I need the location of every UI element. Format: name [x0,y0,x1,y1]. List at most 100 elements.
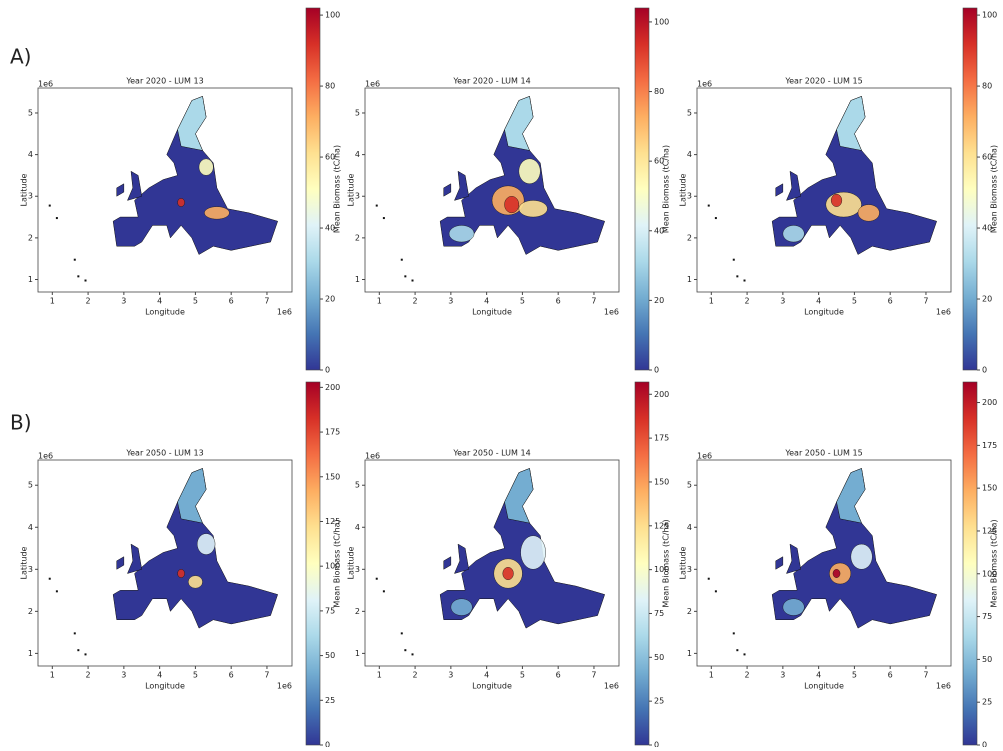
colorbar-label: Mean Biomass (tC/ha) [333,145,342,233]
island [73,258,76,261]
y-tick-label: 1 [355,649,360,658]
chart-title: Year 2050 - LUM 14 [452,449,530,458]
island [411,653,414,656]
region [450,598,473,616]
x-offset-label: 1e6 [277,308,292,317]
x-tick-label: 5 [852,297,857,306]
x-tick-label: 4 [816,671,821,680]
y-offset-label: 1e6 [38,452,53,461]
colorbar-tick-label: 100 [982,11,997,20]
y-tick-label: 2 [28,233,33,242]
x-axis-label: Longitude [472,308,512,317]
x-tick-label: 2 [86,297,91,306]
axes-frame [364,459,620,667]
region [857,204,880,222]
x-tick-label: 1 [709,297,714,306]
island [375,204,378,207]
region [198,158,214,176]
colorbar [962,381,978,746]
region [782,598,805,616]
region [116,556,125,570]
island [84,279,87,282]
y-tick-label: 4 [687,523,692,532]
colorbar [305,381,321,746]
map-panel: Year 2020 - LUM 15 1 2 3 4 5 6 7 1 2 3 4 5 Longitude L… [679,7,999,375]
island [707,577,710,580]
island [400,258,403,261]
island [73,632,76,635]
x-tick-label: 6 [229,297,234,306]
colorbar-tick-label: 100 [654,565,669,574]
region [112,468,279,629]
axes-frame [37,459,293,667]
colorbar-tick-label: 100 [325,11,340,20]
colorbar-tick-label: 0 [982,741,987,748]
island [411,279,414,282]
x-tick-label: 5 [520,671,525,680]
island [714,590,717,593]
colorbar [634,381,650,746]
y-axis-label: Latitude [679,546,688,579]
colorbar-tick-label: 20 [325,295,335,304]
island [732,258,735,261]
y-tick-label: 5 [355,108,360,117]
region [453,543,470,574]
x-tick-label: 6 [556,671,561,680]
y-tick-label: 2 [355,607,360,616]
x-offset-label: 1e6 [936,682,951,691]
x-axis-label: Longitude [145,682,185,691]
colorbar-tick-label: 150 [982,484,997,493]
chart-title: Year 2020 - LUM 13 [125,77,203,86]
y-offset-label: 1e6 [38,80,53,89]
region [112,95,279,255]
x-offset-label: 1e6 [277,682,292,691]
colorbar-tick-label: 175 [982,441,997,450]
region [782,225,805,243]
colorbar-tick-label: 200 [325,383,340,392]
map-panel: Year 2020 - LUM 14 1 2 3 4 5 6 7 1 2 3 4 5 Longitude L… [347,7,671,375]
region [177,468,207,524]
colorbar-tick-label: 75 [982,612,992,621]
x-tick-label: 6 [556,297,561,306]
colorbar-tick-label: 100 [982,569,997,578]
island [77,649,80,652]
y-tick-label: 1 [687,275,692,284]
colorbar-tick-label: 0 [654,741,659,748]
region [504,196,520,214]
x-tick-label: 1 [377,297,382,306]
colorbar-tick-label: 25 [325,696,335,705]
map-panel: Year 2050 - LUM 15 1 2 3 4 5 6 7 1 2 3 4 5 Longitude L… [679,381,999,750]
island [48,577,51,580]
y-tick-label: 5 [355,481,360,490]
region [785,543,802,574]
region [126,543,143,574]
colorbar-tick-label: 60 [654,157,664,166]
chart-title: Year 2050 - LUM 13 [125,449,203,458]
colorbar-tick-label: 125 [654,521,669,530]
region [196,533,216,555]
colorbar-label: Mean Biomass (tC/ha) [333,519,342,607]
y-tick-label: 3 [355,192,360,201]
colorbar-tick-label: 0 [654,366,659,375]
island [743,653,746,656]
colorbar [305,7,321,371]
region [177,95,207,151]
island [55,217,58,220]
region [850,543,873,570]
colorbar-label: Mean Biomass (tC/ha) [662,145,671,233]
region [504,95,534,151]
colorbar-label: Mean Biomass (tC/ha) [990,145,999,233]
colorbar-tick-label: 25 [654,697,664,706]
island [382,217,385,220]
colorbar-tick-label: 175 [654,434,669,443]
x-tick-label: 6 [888,671,893,680]
colorbar-tick-label: 80 [654,87,664,96]
island [48,204,51,207]
region [836,95,866,151]
colorbar-tick-label: 100 [325,562,340,571]
y-offset-label: 1e6 [697,452,712,461]
colorbar-tick-label: 50 [982,655,992,664]
x-axis-label: Longitude [804,308,844,317]
region [825,191,862,218]
y-tick-label: 4 [687,150,692,159]
